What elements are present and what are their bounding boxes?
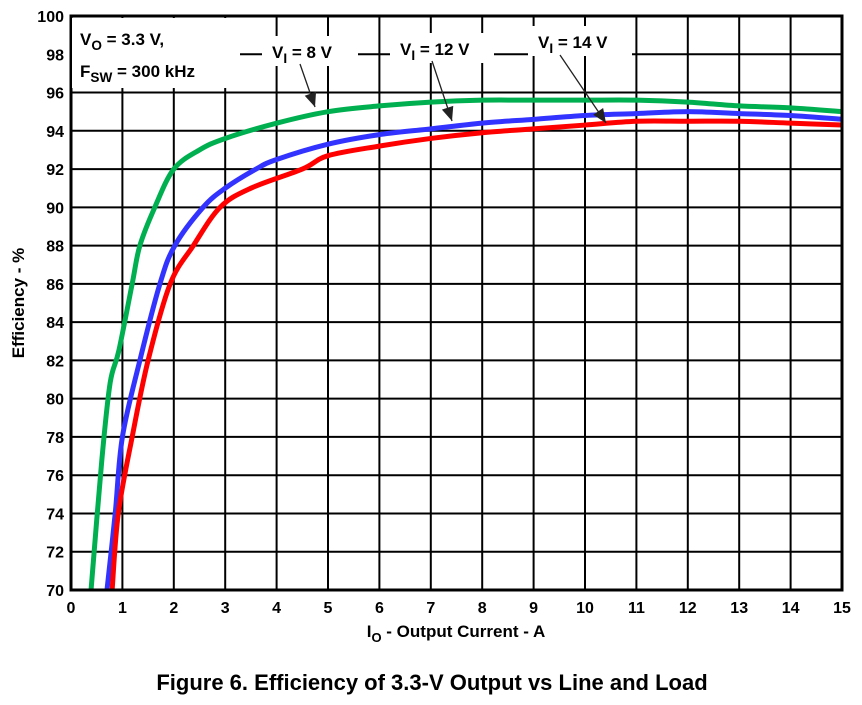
arrowhead-icon: [593, 108, 606, 123]
series-line-1: [104, 109, 843, 591]
series-label-bg: [528, 26, 632, 56]
series-line-0: [88, 97, 843, 591]
series-label-0: VI = 8 V: [272, 43, 333, 66]
series-line-2: [109, 118, 843, 591]
conditions-box: [72, 18, 240, 88]
x-tick-label: 11: [628, 600, 645, 617]
condition-fsw-main: F: [80, 62, 90, 81]
condition-vo: VO = 3.3 V,: [80, 30, 164, 53]
series-label-2: VI = 14 V: [538, 33, 608, 56]
series-label-0-sub: I: [283, 51, 287, 66]
series-label-1: VI = 12 V: [400, 40, 470, 63]
y-tick-label: 72: [46, 545, 64, 562]
series-label-1-rest: = 12 V: [415, 40, 470, 59]
x-tick-label: 13: [730, 600, 748, 617]
y-tick-label: 100: [37, 9, 64, 26]
x-tick-label: 4: [272, 600, 281, 617]
x-tick-label: 14: [782, 600, 800, 617]
series-label-0-main: V: [272, 43, 284, 62]
x-tick-label: 2: [169, 600, 178, 617]
condition-vo-main: V: [80, 30, 92, 49]
x-tick-labels: 0 1 2 3 4 5 6 7 8 9 10 11 12 13 14 15: [67, 600, 851, 617]
y-tick-label: 94: [46, 124, 64, 141]
series-label-0-rest: = 8 V: [287, 43, 333, 62]
series-label-bg: [390, 33, 494, 63]
condition-fsw: FSW = 300 kHz: [80, 62, 195, 85]
x-tick-label: 3: [221, 600, 230, 617]
y-tick-label: 84: [46, 315, 64, 332]
arrowhead-icon: [441, 105, 454, 121]
x-tick-label: 9: [529, 600, 538, 617]
x-axis-label-rest: - Output Current - A: [382, 622, 546, 641]
y-tick-label: 86: [46, 277, 64, 294]
x-tick-label: 5: [324, 600, 333, 617]
series-label-1-sub: I: [411, 48, 415, 63]
x-tick-label: 10: [576, 600, 594, 617]
y-tick-label: 76: [46, 468, 64, 485]
y-tick-label: 92: [46, 162, 64, 179]
x-tick-label: 1: [118, 600, 127, 617]
y-tick-label: 70: [46, 583, 64, 600]
series-curves: [88, 97, 843, 591]
series-label-2-rest: = 14 V: [553, 33, 608, 52]
x-tick-label: 0: [67, 600, 76, 617]
y-tick-label: 74: [46, 506, 64, 523]
x-tick-label: 8: [478, 600, 487, 617]
x-axis-label: IO - Output Current - A: [367, 622, 546, 645]
y-tick-label: 90: [46, 200, 64, 217]
x-tick-label: 7: [426, 600, 435, 617]
x-axis-label-main: I: [367, 622, 372, 641]
plot-border: [69, 14, 844, 592]
y-tick-label: 80: [46, 392, 64, 409]
condition-fsw-rest: = 300 kHz: [112, 62, 195, 81]
y-tick-label: 88: [46, 239, 64, 256]
condition-vo-rest: = 3.3 V,: [102, 30, 164, 49]
arrowhead-icon: [304, 91, 317, 107]
y-tick-label: 98: [46, 47, 64, 64]
series-label-2-sub: I: [549, 41, 553, 56]
y-axis-label: Efficiency - %: [9, 248, 28, 359]
figure-title: Figure 6. Efficiency of 3.3-V Output vs …: [156, 670, 707, 695]
y-tick-label: 78: [46, 430, 64, 447]
x-tick-label: 6: [375, 600, 384, 617]
x-tick-label: 12: [679, 600, 697, 617]
y-tick-label: 82: [46, 353, 64, 370]
condition-vo-sub: O: [91, 38, 102, 53]
condition-fsw-sub: SW: [90, 70, 112, 85]
y-tick-label: 96: [46, 86, 64, 103]
plot-frame: [69, 14, 844, 592]
series-label-1-main: V: [400, 40, 412, 59]
series-label-bg: [262, 36, 358, 66]
x-axis-label-sub: O: [371, 630, 381, 645]
series-label-2-main: V: [538, 33, 550, 52]
y-tick-labels: 70 72 74 76 78 80 82 84 86 88 90 92 94 96 98 100: [37, 9, 64, 600]
x-tick-label: 15: [833, 600, 851, 617]
